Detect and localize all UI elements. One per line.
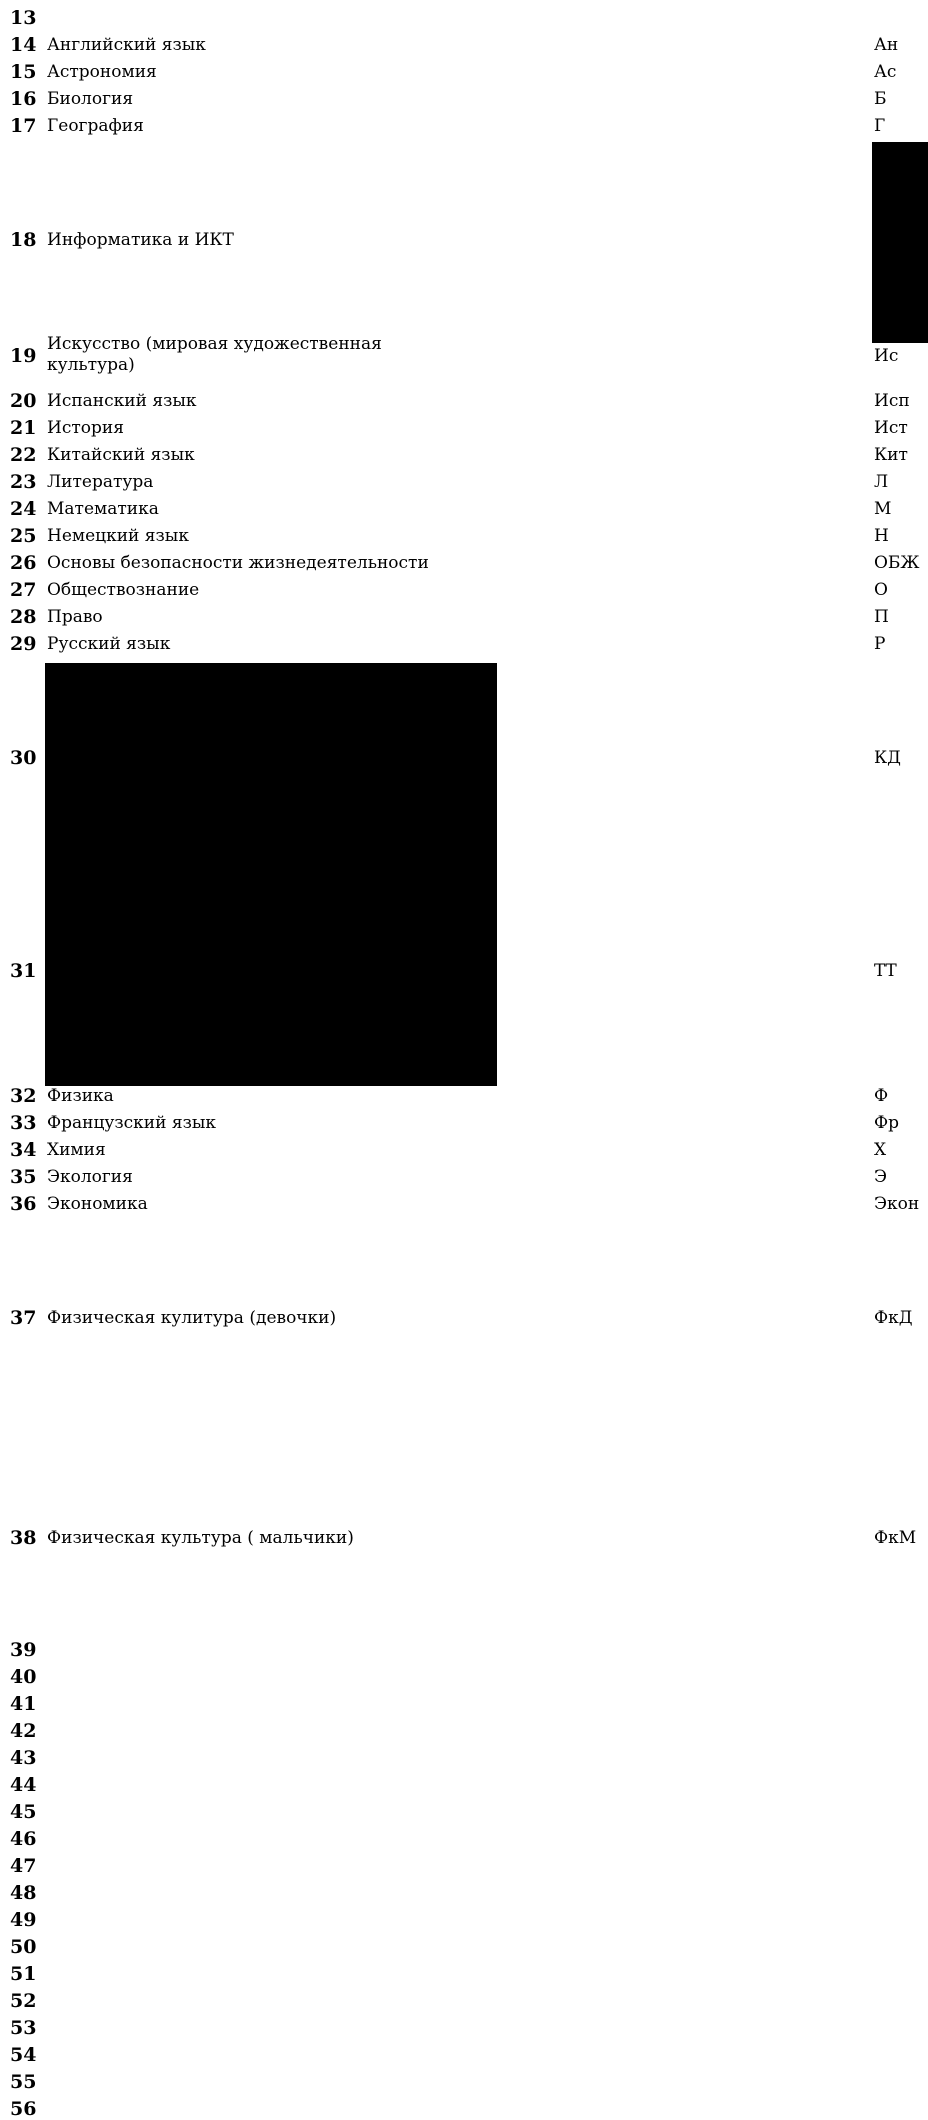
subject-abbreviation: О — [874, 580, 888, 600]
row-number: 34 — [10, 1139, 37, 1161]
row-number: 16 — [10, 88, 37, 110]
subject-name: Информатика и ИКТ — [47, 230, 234, 250]
row-number: 31 — [10, 960, 37, 982]
subject-name: Французский язык — [47, 1113, 217, 1133]
subject-abbreviation: Ист — [874, 418, 908, 438]
row-number: 20 — [10, 390, 37, 412]
row-number: 50 — [10, 1936, 37, 1958]
subject-name: История — [47, 418, 124, 438]
subject-name: Биология — [47, 89, 134, 109]
row-number: 44 — [10, 1774, 37, 1796]
subject-name: Английский язык — [47, 35, 206, 55]
subject-abbreviation: Кит — [874, 445, 908, 465]
row-number: 22 — [10, 444, 37, 466]
row-number: 19 — [10, 345, 37, 367]
row-number: 33 — [10, 1112, 37, 1134]
row-number: 13 — [10, 7, 37, 29]
subject-abbreviation: Ан — [874, 35, 899, 55]
subject-abbreviation: Экон — [874, 1194, 920, 1214]
row-number: 55 — [10, 2071, 37, 2093]
subject-abbreviation: Х — [874, 1140, 887, 1160]
row-number: 47 — [10, 1855, 37, 1877]
row-number: 48 — [10, 1882, 37, 1904]
row-number: 51 — [10, 1963, 37, 1985]
subject-name: Немецкий язык — [47, 526, 189, 546]
subject-abbreviation: Фр — [874, 1113, 899, 1133]
subject-name: Обществознание — [47, 580, 200, 600]
subject-name: Основы безопасности жизнедеятельности — [47, 553, 429, 573]
subject-abbreviation: ОБЖ — [874, 553, 920, 573]
subject-name: Литература — [47, 472, 154, 492]
subject-name: Русский язык — [47, 634, 171, 654]
row-number: 35 — [10, 1166, 37, 1188]
subject-abbreviation: Ис — [874, 346, 899, 366]
row-number: 25 — [10, 525, 37, 547]
subject-name: Физическая кулитура (девочки) — [47, 1308, 337, 1328]
row-number: 15 — [10, 61, 37, 83]
subject-name: Физическая культура ( мальчики) — [47, 1528, 354, 1548]
subject-abbreviation: ФкМ — [874, 1528, 917, 1548]
row-number: 42 — [10, 1720, 37, 1742]
row-number: 37 — [10, 1307, 37, 1329]
subject-name: Китайский язык — [47, 445, 195, 465]
row-number: 38 — [10, 1527, 37, 1549]
subject-name: Право — [47, 607, 103, 627]
row-number: 56 — [10, 2098, 37, 2120]
redaction-block-abbr — [872, 142, 928, 343]
subject-abbreviation: Исп — [874, 391, 910, 411]
subject-name: Физика — [47, 1086, 114, 1106]
row-number: 49 — [10, 1909, 37, 1931]
row-number: 43 — [10, 1747, 37, 1769]
subject-abbreviation: ТТ — [874, 961, 897, 981]
subject-name: Математика — [47, 499, 159, 519]
subject-abbreviation: Р — [874, 634, 886, 654]
subject-name: Испанский язык — [47, 391, 197, 411]
subject-abbreviation: Ас — [874, 62, 897, 82]
row-number: 41 — [10, 1693, 37, 1715]
row-number: 54 — [10, 2044, 37, 2066]
row-number: 18 — [10, 229, 37, 251]
subject-name: География — [47, 116, 144, 136]
row-number: 32 — [10, 1085, 37, 1107]
row-number: 28 — [10, 606, 37, 628]
row-number: 14 — [10, 34, 37, 56]
subject-name: Экономика — [47, 1194, 148, 1214]
row-number: 21 — [10, 417, 37, 439]
row-number: 39 — [10, 1639, 37, 1661]
subject-name: Химия — [47, 1140, 106, 1160]
subject-abbreviation: ФкД — [874, 1308, 913, 1328]
row-number: 17 — [10, 115, 37, 137]
subject-abbreviation: М — [874, 499, 892, 519]
row-number: 23 — [10, 471, 37, 493]
row-number: 29 — [10, 633, 37, 655]
row-number: 26 — [10, 552, 37, 574]
row-number: 46 — [10, 1828, 37, 1850]
row-number: 27 — [10, 579, 37, 601]
row-number: 53 — [10, 2017, 37, 2039]
subject-abbreviation: Б — [874, 89, 887, 109]
subject-name: Искусство (мировая художественная культу… — [47, 334, 382, 375]
redaction-block-names — [45, 663, 497, 1086]
subject-abbreviation: КД — [874, 748, 901, 768]
row-number: 24 — [10, 498, 37, 520]
subject-abbreviation: Г — [874, 116, 886, 136]
row-number: 52 — [10, 1990, 37, 2012]
row-number: 45 — [10, 1801, 37, 1823]
subject-name: Астрономия — [47, 62, 157, 82]
subject-name: Экология — [47, 1167, 133, 1187]
subject-abbreviation: Ф — [874, 1086, 889, 1106]
subject-abbreviation: Н — [874, 526, 889, 546]
subject-abbreviation: Л — [874, 472, 889, 492]
row-number: 40 — [10, 1666, 37, 1688]
subject-abbreviation: Э — [874, 1167, 888, 1187]
subject-abbreviation: П — [874, 607, 889, 627]
row-number: 30 — [10, 747, 37, 769]
row-number: 36 — [10, 1193, 37, 1215]
